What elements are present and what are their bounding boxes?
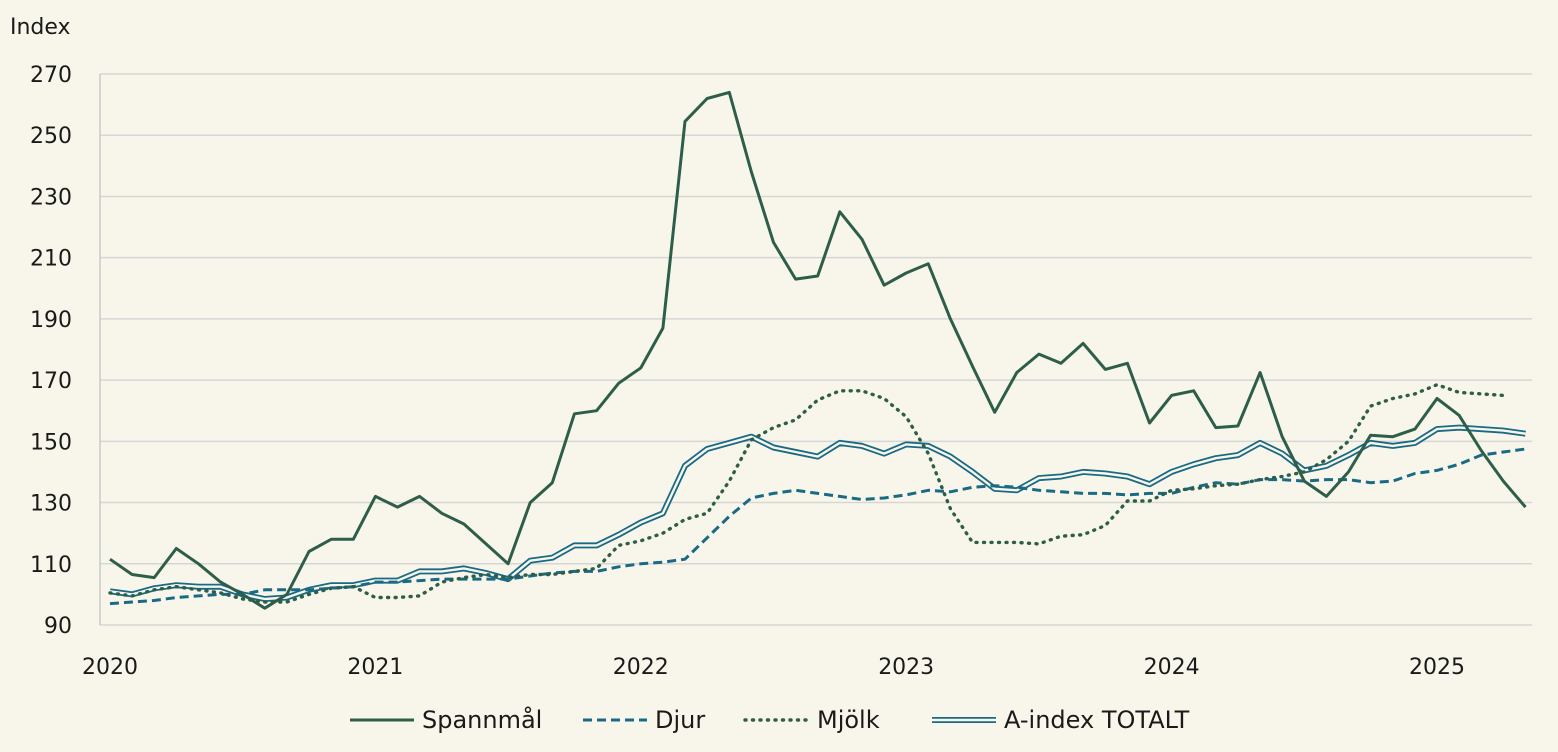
series-line-mj-lk	[108, 383, 1506, 604]
y-tick-label-130: 130	[30, 492, 72, 517]
legend-label-mj-lk: Mjölk	[817, 706, 880, 734]
series-line-djur	[109, 447, 1526, 606]
legend-label-djur: Djur	[655, 706, 705, 734]
x-tick-label-2023: 2023	[878, 655, 934, 680]
series-line-a-index-totalt-outer	[109, 424, 1526, 602]
y-tick-label-90: 90	[44, 614, 72, 639]
grid-lines	[100, 73, 1532, 626]
x-axis: 2020 2021 2022 2023 2024 2025	[82, 655, 1465, 680]
y-tick-label-230: 230	[30, 185, 72, 210]
y-tick-label-270: 270	[30, 63, 72, 88]
x-tick-label-2024: 2024	[1144, 655, 1200, 680]
y-tick-label-210: 210	[30, 247, 72, 272]
legend-label-a-index-totalt: A-index TOTALT	[1004, 706, 1190, 734]
x-tick-label-2020: 2020	[82, 655, 138, 680]
x-tick-label-2025: 2025	[1409, 655, 1465, 680]
y-tick-label-170: 170	[30, 369, 72, 394]
y-tick-label-110: 110	[30, 553, 72, 578]
x-tick-label-2022: 2022	[613, 655, 669, 680]
y-tick-label-250: 250	[30, 124, 72, 149]
y-tick-label-190: 190	[30, 308, 72, 333]
y-axis-title: Index	[10, 15, 71, 40]
y-tick-label-150: 150	[30, 430, 72, 455]
legend-label-spannm-l: Spannmål	[422, 705, 542, 734]
series-line-a-index-totalt-inner	[109, 426, 1526, 601]
series-line-spannm-l	[109, 90, 1527, 610]
x-tick-label-2021: 2021	[347, 655, 403, 680]
legend: Spannmål Djur Mjölk A-index TOTALT	[350, 705, 1190, 734]
series-group	[108, 90, 1527, 610]
y-axis: 90 110 130 150 170 190 210 230 250 270	[30, 63, 101, 639]
